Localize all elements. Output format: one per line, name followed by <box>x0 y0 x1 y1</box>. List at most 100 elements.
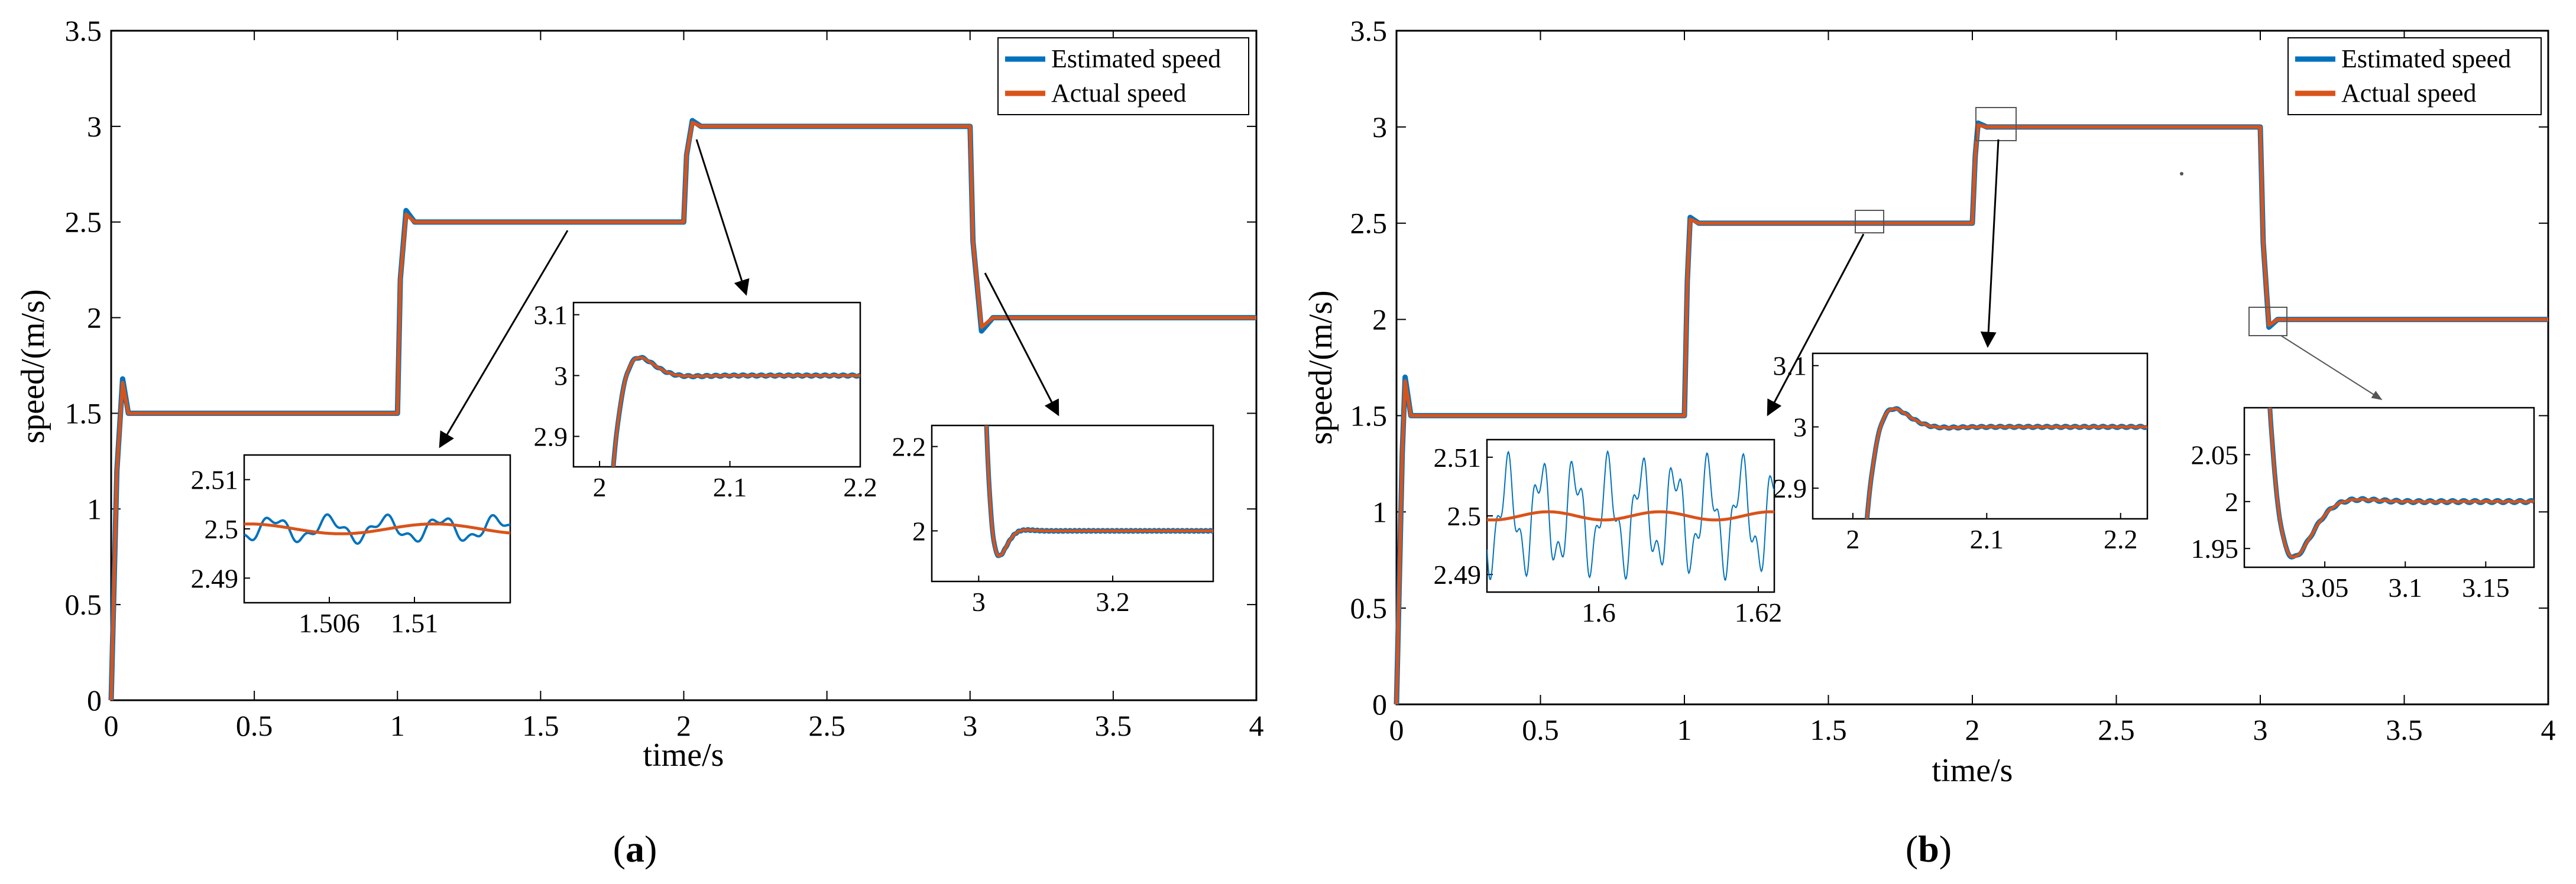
chart-b-inset-3: 3.05 3.1 3.15 1.95 2 2.05 <box>2191 407 2535 603</box>
chart-b-arrow-2 <box>1980 139 2000 348</box>
chart-b-arrow-3 <box>2280 335 2383 400</box>
chart-a-y-tick-label: 1.5 <box>65 396 102 430</box>
chart-b-inset-1-line-estimated <box>1487 450 1774 581</box>
chart-b-y-tick-label: 0 <box>1372 688 1387 721</box>
chart-b-caption: (b) <box>1906 828 1952 870</box>
chart-b-y-tick-label: 3 <box>1372 110 1387 144</box>
chart-b-stray-dot <box>2180 172 2183 176</box>
chart-a-inset-1-y-tick-label: 2.51 <box>191 465 239 495</box>
inset-frame <box>2243 407 2535 568</box>
chart-b-inset-1-x-tick-label: 1.6 <box>1582 597 1616 628</box>
chart-b-inset-2-x-tick-label: 2 <box>1846 524 1859 554</box>
chart-b-y-tick-label: 1.5 <box>1350 399 1388 432</box>
chart-a-legend-box <box>997 37 1249 115</box>
chart-a-inset-2-y-tick-label: 3 <box>554 361 568 391</box>
chart-b-inset-2-x-tick-label: 2.2 <box>2104 524 2138 554</box>
chart-a-inset-3: 3 3.2 2 2.2 <box>892 424 1214 617</box>
chart-b-legend: Estimated speed Actual speed <box>2287 37 2542 115</box>
chart-a-y-label: speed/(m/s) <box>15 289 51 443</box>
inset-frame <box>572 301 861 468</box>
chart-b-inset-2-x-tick-label: 2.1 <box>1970 524 2004 554</box>
chart-b-inset-1-x-tick-label: 1.62 <box>1735 597 1783 628</box>
chart-a-inset-1-x-tick-label: 1.51 <box>391 608 439 638</box>
chart-a-y-tick-label: 0 <box>87 684 102 717</box>
chart-a-inset-1-line-actual <box>244 522 510 535</box>
chart-b-inset-3-y-tick-label: 2 <box>2225 487 2238 517</box>
chart-b-inset-3-x-tick-label: 3.1 <box>2388 573 2422 603</box>
chart-a-inset-2-x-tick-label: 2.2 <box>843 472 877 502</box>
chart-b-inset-2: 2 2.1 2.2 2.9 3 3.1 <box>1773 351 2149 554</box>
chart-a-y-tick-label: 1 <box>87 492 102 525</box>
chart-b-inset-3-x-tick-label: 3.15 <box>2462 573 2510 603</box>
chart-b-series <box>1394 120 2548 705</box>
chart-b-inset-3-y-tick-label: 2.05 <box>2191 440 2239 470</box>
chart-b-legend-label-actual: Actual speed <box>2341 79 2476 108</box>
chart-a-inset-3-y-tick-label: 2.2 <box>892 432 926 462</box>
chart-b-y-tick-label: 2.5 <box>1350 207 1388 240</box>
chart-b-zoom-box-1 <box>1855 210 1884 233</box>
chart-b-inset-1-line-actual <box>1487 510 1774 522</box>
chart-a-inset-2-x-tick-label: 2.1 <box>713 472 747 502</box>
chart-b-ticks: 0 0.5 1 1.5 2 2.5 3 3.5 4 0 0.5 1 1.5 2 2.5 3 3.5 <box>1350 14 2556 746</box>
chart-a-x-label: time/s <box>643 737 724 774</box>
chart-b-zoom-box-3 <box>2248 307 2287 336</box>
chart-b-inset-3-x-tick-label: 3.05 <box>2301 573 2349 603</box>
chart-a-x-tick-label: 0.5 <box>236 709 273 742</box>
inset-frame <box>243 454 511 604</box>
inset-frame <box>931 424 1214 583</box>
chart-b-inset-1-y-tick-label: 2.5 <box>1447 501 1482 531</box>
chart-b-legend-label-estimated: Estimated speed <box>2341 44 2511 73</box>
chart-b-x-tick-label: 4 <box>2541 713 2556 746</box>
chart-a-inset-2: 2 2.1 2.2 2.9 3 3.1 <box>534 300 877 502</box>
chart-a-inset-2-x-tick-label: 2 <box>593 472 607 502</box>
chart-a-inset-2-line-actual <box>611 356 860 467</box>
chart-b-inset-3-line-actual <box>2268 408 2534 559</box>
chart-a-inset-3-y-tick-label: 2 <box>912 516 926 546</box>
chart-a-y-tick-label: 2 <box>87 301 102 334</box>
chart-a-inset-3-x-tick-label: 3 <box>972 587 986 617</box>
chart-a-inset-1-y-tick-label: 2.49 <box>191 563 239 593</box>
chart-a-y-tick-label: 2.5 <box>65 206 102 239</box>
chart-b-y-label: speed/(m/s) <box>1302 290 1339 444</box>
chart-a-x-tick-label: 3.5 <box>1095 709 1132 742</box>
chart-a: 0 0.5 1 1.5 2 2.5 3 3.5 4 0 0.5 1 1.5 2 2.5 3 3.5 Estima… <box>15 14 1264 870</box>
chart-a-x-tick-label: 0 <box>104 709 119 742</box>
chart-a-x-tick-label: 2.5 <box>808 709 845 742</box>
chart-b-arrow-1 <box>1767 233 1865 417</box>
chart-b-inset-2-y-tick-label: 2.9 <box>1773 473 1807 503</box>
chart-b-x-tick-label: 1.5 <box>1810 713 1847 746</box>
chart-a-inset-1: 1.506 1.51 2.49 2.5 2.51 <box>191 454 511 638</box>
chart-b-inset-2-line-actual <box>1865 407 2147 519</box>
chart-a-ticks: 0 0.5 1 1.5 2 2.5 3 3.5 4 0 0.5 1 1.5 2 2.5 3 3.5 <box>65 14 1264 742</box>
chart-a-arrow-1 <box>439 230 569 448</box>
chart-a-y-tick-label: 0.5 <box>65 588 102 621</box>
chart-b-x-tick-label: 0.5 <box>1522 713 1559 746</box>
chart-b-x-tick-label: 3 <box>2253 713 2268 746</box>
chart-b-line-actual <box>1395 123 2548 705</box>
chart-b-x-tick-label: 2.5 <box>2098 713 2135 746</box>
inset-frame <box>1812 352 2149 520</box>
chart-a-x-tick-label: 3 <box>963 709 977 742</box>
chart-b: 0 0.5 1 1.5 2 2.5 3 3.5 4 0 0.5 1 1.5 2 2.5 3 3.5 Estima… <box>1302 14 2556 870</box>
chart-b-zoom-box-2 <box>1975 107 2017 141</box>
chart-a-inset-1-x-tick-label: 1.506 <box>299 608 360 638</box>
chart-b-x-tick-label: 2 <box>1965 713 1980 746</box>
chart-a-arrow-2 <box>695 139 750 296</box>
chart-b-legend-box <box>2287 37 2542 115</box>
chart-b-x-tick-label: 0 <box>1389 713 1404 746</box>
chart-a-x-tick-label: 1.5 <box>522 709 559 742</box>
chart-b-x-label: time/s <box>1932 752 2013 789</box>
chart-b-inset-1-y-tick-label: 2.51 <box>1434 443 1482 473</box>
chart-a-inset-2-y-tick-label: 3.1 <box>534 300 568 330</box>
chart-a-inset-1-y-tick-label: 2.5 <box>205 514 239 544</box>
chart-a-inset-2-y-tick-label: 2.9 <box>534 422 568 452</box>
chart-b-inset-1: 1.6 1.62 2.49 2.5 2.51 <box>1434 438 1783 628</box>
chart-a-x-tick-label: 2 <box>676 709 691 742</box>
chart-a-x-tick-label: 1 <box>390 709 405 742</box>
chart-a-y-tick-label: 3 <box>87 110 102 143</box>
chart-a-arrow-3 <box>984 272 1059 417</box>
chart-b-inset-1-y-tick-label: 2.49 <box>1434 560 1482 590</box>
chart-b-inset-2-y-tick-label: 3 <box>1793 412 1807 442</box>
chart-a-inset-3-line-actual <box>985 425 1213 557</box>
